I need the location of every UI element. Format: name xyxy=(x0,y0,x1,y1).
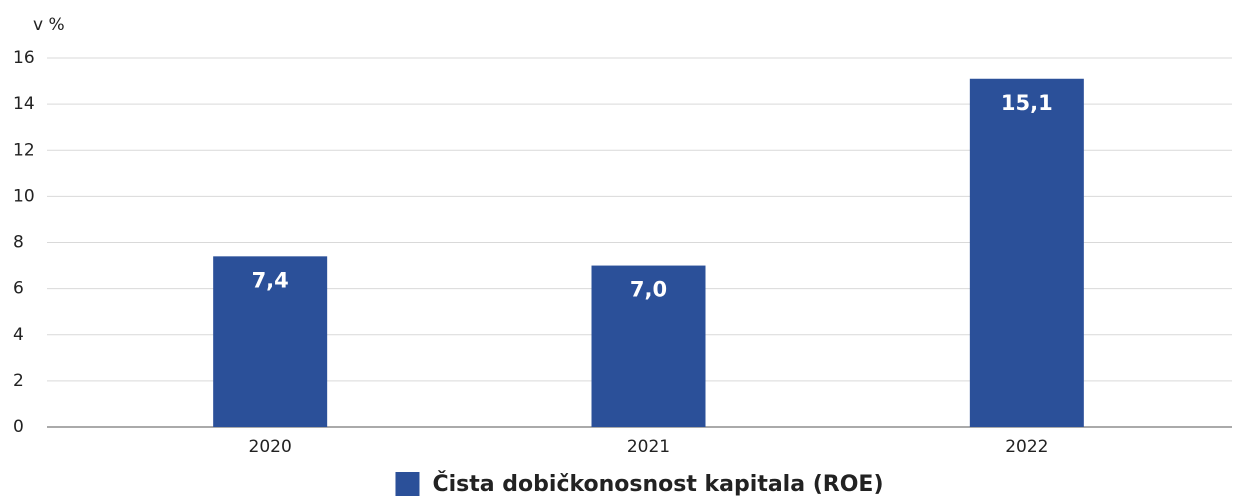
y-tick-label: 10 xyxy=(13,186,35,206)
value-label: 7,0 xyxy=(630,278,667,302)
y-tick-label: 14 xyxy=(13,94,35,114)
x-tick-label: 2022 xyxy=(1005,437,1048,457)
y-tick-label: 16 xyxy=(13,48,35,68)
bar xyxy=(969,78,1084,427)
legend-label: Čista dobičkonosnost kapitala (ROE) xyxy=(432,471,883,497)
legend-swatch xyxy=(395,472,420,496)
legend-item: Čista dobičkonosnost kapitala (ROE) xyxy=(395,471,884,497)
y-tick-label: 0 xyxy=(13,417,24,437)
value-label: 15,1 xyxy=(1001,91,1053,115)
y-tick-label: 2 xyxy=(13,371,24,391)
y-tick-label: 12 xyxy=(13,140,35,160)
y-tick-label: 4 xyxy=(13,325,24,345)
bar xyxy=(213,256,328,427)
y-tick-label: 6 xyxy=(13,279,24,299)
x-tick-label: 2020 xyxy=(249,437,292,457)
x-tick-label: 2021 xyxy=(627,437,670,457)
y-tick-label: 8 xyxy=(13,233,24,253)
value-label: 7,4 xyxy=(252,268,289,292)
y-axis-label: v % xyxy=(33,15,65,35)
bar xyxy=(591,265,706,427)
